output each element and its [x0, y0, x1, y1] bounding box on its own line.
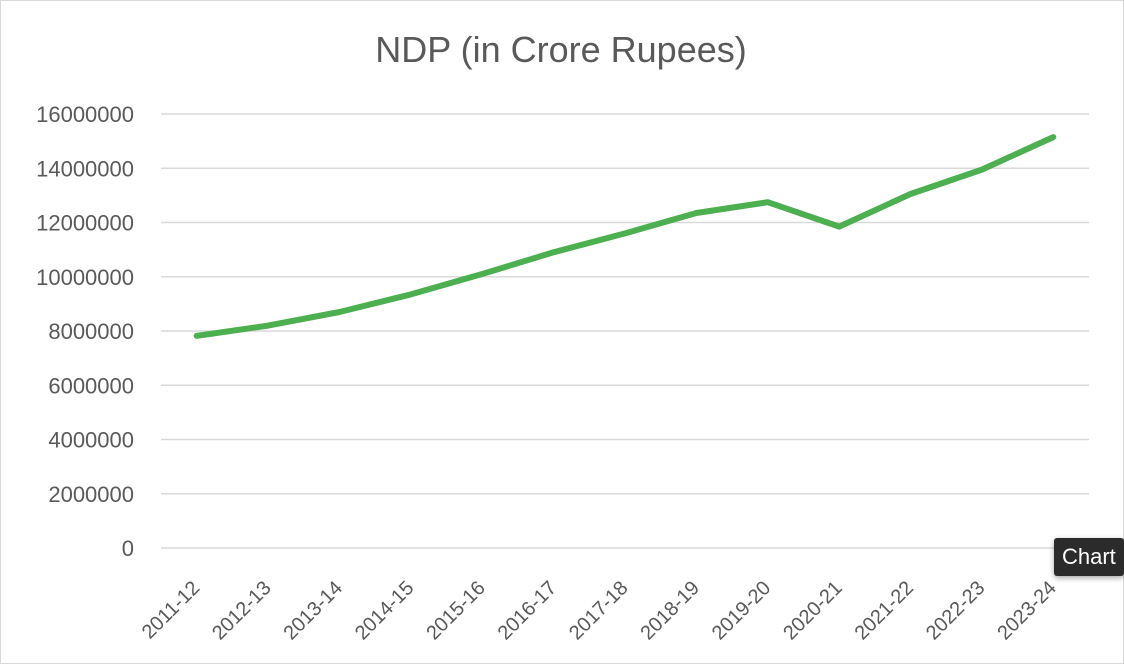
x-tick-label: 2021-22 [851, 577, 918, 644]
y-tick-label: 16000000 [36, 102, 134, 127]
data-point [625, 233, 626, 234]
data-point [839, 226, 840, 227]
x-tick-label: 2016-17 [494, 577, 561, 644]
y-axis-tick-labels: 0 2000000 4000000 6000000 8000000 10000000 120… [36, 102, 134, 561]
x-tick-label: 2023-24 [993, 577, 1060, 644]
y-tick-label: 0 [122, 536, 134, 561]
series-lines [193, 134, 1057, 339]
x-tick-label: 2019-20 [708, 577, 775, 644]
x-tick-label: 2015-16 [422, 577, 489, 644]
x-axis-tick-labels: 2011-12 2012-13 2013-14 2014-15 2015-16 2016-… [138, 577, 1061, 644]
data-point [410, 294, 411, 295]
y-tick-label: 4000000 [48, 428, 134, 453]
chart-tooltip: Chart [1054, 538, 1124, 576]
data-point [268, 325, 269, 326]
data-point [482, 274, 483, 275]
y-tick-label: 10000000 [36, 265, 134, 290]
y-tick-label: 6000000 [48, 373, 134, 398]
data-point [696, 213, 697, 214]
y-tick-label: 8000000 [48, 319, 134, 344]
data-point [196, 335, 197, 336]
chart-title: NDP (in Crore Rupees) [375, 29, 746, 70]
x-tick-label: 2012-13 [208, 577, 275, 644]
y-tick-label: 14000000 [36, 156, 134, 181]
x-tick-label: 2017-18 [565, 577, 632, 644]
data-point [1053, 137, 1054, 138]
gridlines [161, 113, 1089, 549]
y-tick-label: 2000000 [48, 482, 134, 507]
x-tick-label: 2011-12 [138, 577, 204, 643]
x-tick-label: 2014-15 [351, 577, 418, 644]
x-tick-label: 2020-21 [779, 577, 846, 644]
data-point [910, 194, 911, 195]
data-point [767, 202, 768, 203]
data-point [981, 169, 982, 170]
data-point [553, 252, 554, 253]
data-point [339, 312, 340, 313]
x-tick-label: 2013-14 [280, 577, 347, 644]
x-tick-label: 2018-19 [636, 577, 703, 644]
y-tick-label: 12000000 [36, 211, 134, 236]
series-line[interactable] [193, 134, 1057, 339]
x-tick-label: 2022-23 [922, 577, 989, 644]
